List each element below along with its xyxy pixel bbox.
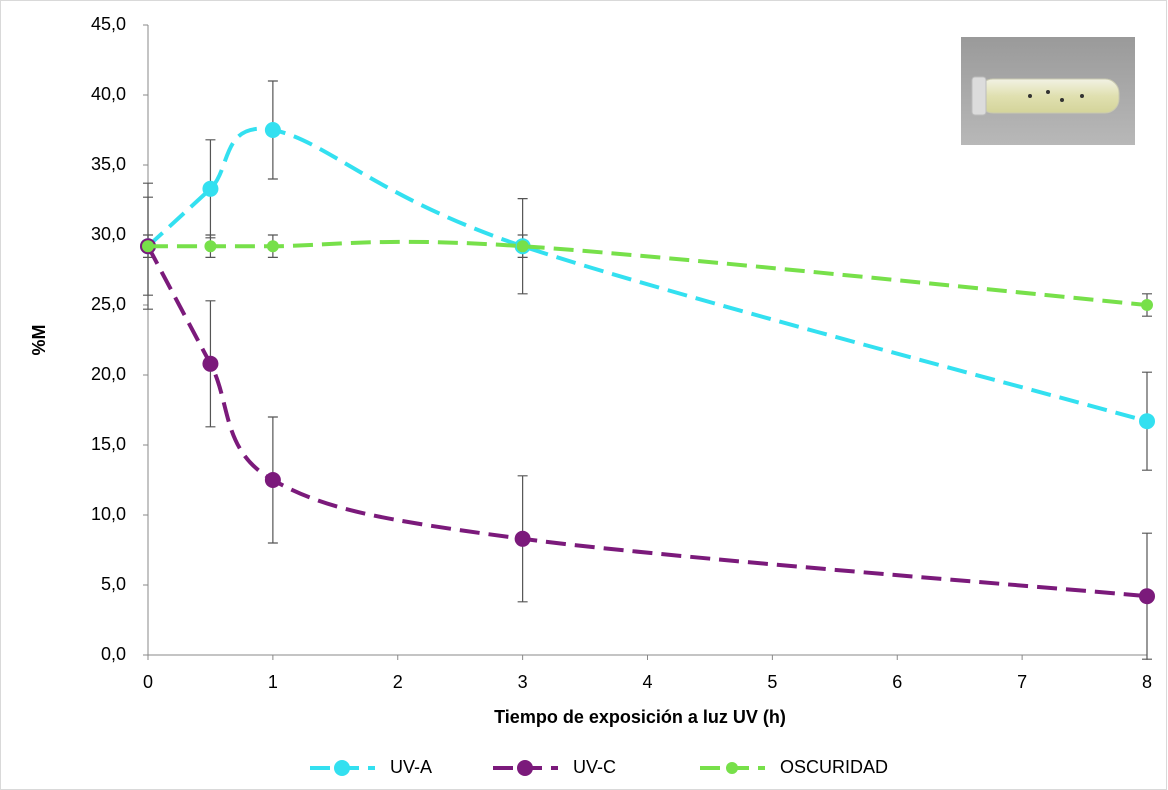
- y-tick-label: 10,0: [91, 504, 126, 524]
- data-point: [264, 472, 281, 488]
- y-tick-label: 35,0: [91, 154, 126, 174]
- x-tick-label: 1: [268, 672, 278, 692]
- y-tick-label: 15,0: [91, 434, 126, 454]
- x-axis-title: Tiempo de exposición a luz UV (h): [494, 707, 786, 727]
- data-point: [142, 240, 154, 253]
- series-line: [146, 126, 1148, 424]
- x-tick-label: 5: [767, 672, 777, 692]
- x-tick-label: 2: [393, 672, 403, 692]
- data-point: [202, 180, 219, 197]
- data-point: [202, 355, 219, 372]
- y-tick-label: 5,0: [101, 574, 126, 594]
- data-point: [1139, 413, 1155, 430]
- data-point: [1139, 588, 1155, 605]
- data-point: [266, 240, 279, 253]
- x-tick-label: 0: [143, 672, 153, 692]
- y-axis-title: %M: [29, 325, 49, 356]
- y-tick-label: 40,0: [91, 84, 126, 104]
- y-tick-label: 20,0: [91, 364, 126, 384]
- data-point: [516, 240, 529, 253]
- photo-inset: [961, 37, 1135, 145]
- x-tick-label: 7: [1017, 672, 1027, 692]
- data-point: [514, 530, 531, 547]
- y-tick-label: 30,0: [91, 224, 126, 244]
- x-tick-label: 6: [892, 672, 902, 692]
- legend-label: UV-A: [390, 757, 432, 777]
- data-point: [204, 240, 217, 253]
- legend-label: OSCURIDAD: [780, 757, 888, 777]
- y-tick-label: 25,0: [91, 294, 126, 314]
- legend-marker: [334, 760, 350, 776]
- y-tick-label: 0,0: [101, 644, 126, 664]
- x-tick-label: 4: [642, 672, 652, 692]
- x-tick-label: 3: [518, 672, 528, 692]
- legend-marker: [726, 762, 738, 774]
- y-tick-label: 45,0: [91, 14, 126, 34]
- data-point: [1141, 299, 1153, 311]
- legend-marker: [517, 760, 533, 776]
- data-point: [264, 122, 281, 138]
- x-tick-label: 8: [1142, 672, 1152, 692]
- legend-label: UV-C: [573, 757, 616, 777]
